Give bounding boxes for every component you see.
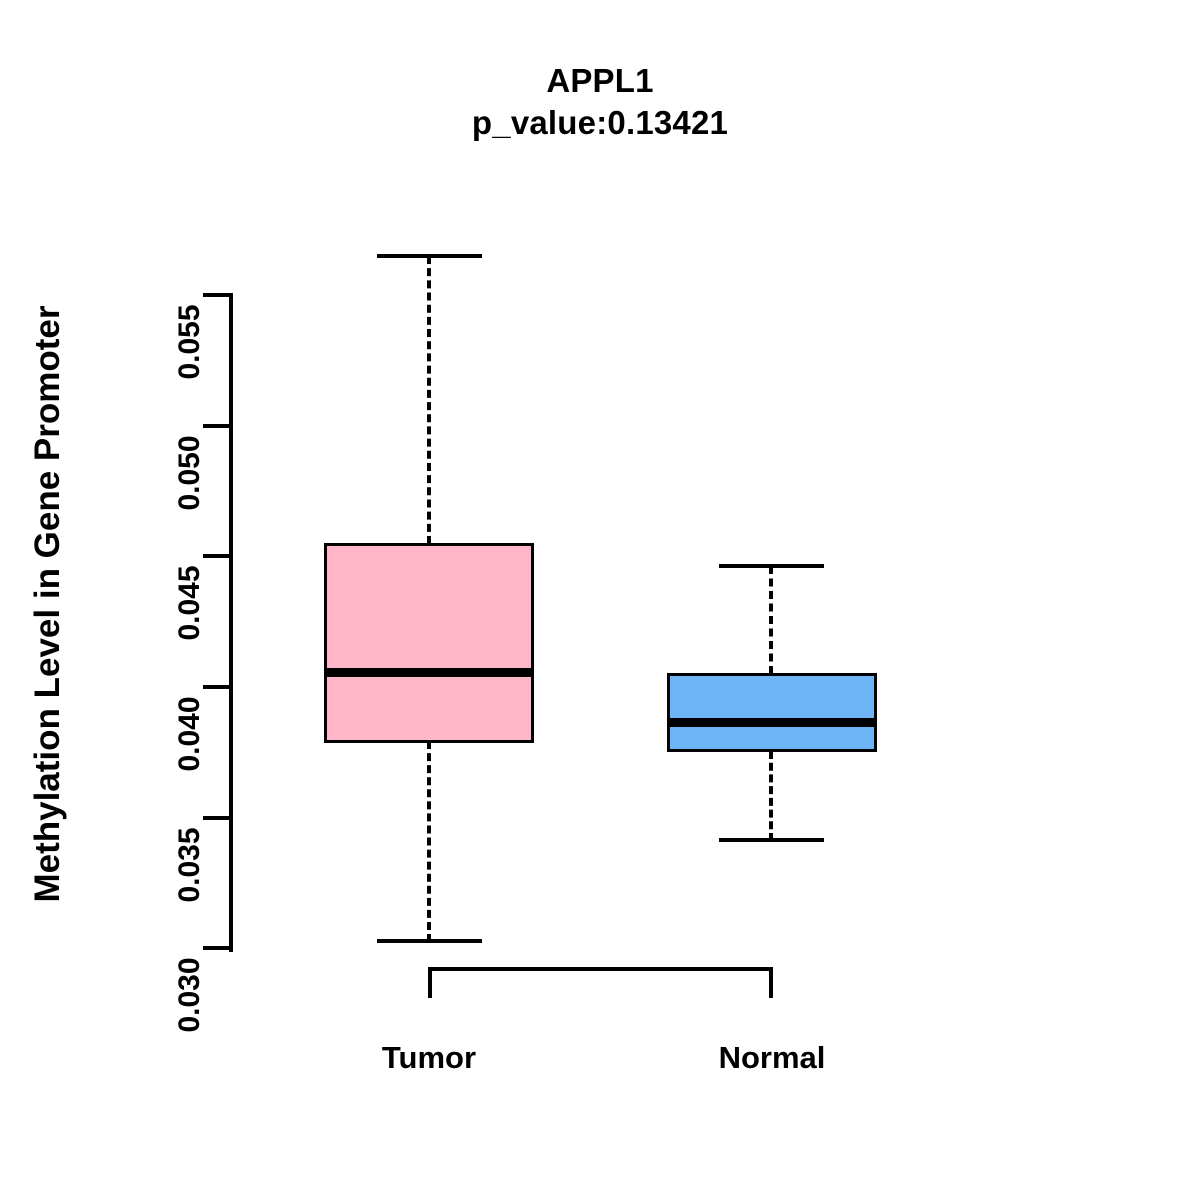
x-axis-end-tick-left	[428, 967, 432, 998]
normal-box	[667, 673, 877, 752]
y-tick-0.045	[203, 554, 233, 558]
chart-title: APPL1	[546, 62, 654, 99]
y-axis-title: Methylation Level in Gene Promoter	[28, 305, 67, 903]
y-tick-label-0.050: 0.050	[173, 435, 206, 511]
normal-whisker-lower	[769, 751, 773, 841]
y-axis-line	[229, 293, 233, 952]
tumor-median-line	[324, 668, 534, 677]
y-tick-0.050	[203, 424, 233, 428]
normal-whisker-cap-upper	[719, 564, 824, 568]
tumor-box	[324, 543, 534, 743]
y-tick-label-0.030: 0.030	[173, 957, 206, 1033]
y-tick-label-0.045: 0.045	[173, 565, 206, 641]
y-tick-0.030	[203, 946, 233, 950]
normal-whisker-cap-lower	[719, 838, 824, 842]
x-tick-label-normal: Normal	[718, 1040, 826, 1075]
y-tick-label-0.055: 0.055	[173, 304, 206, 380]
tumor-whisker-lower	[427, 741, 431, 942]
y-tick-label-0.035: 0.035	[173, 827, 206, 903]
y-tick-0.035	[203, 816, 233, 820]
chart-title-block: APPL1 p_value:0.13421	[0, 60, 1200, 144]
tumor-whisker-cap-lower	[377, 939, 482, 943]
x-tick-label-tumor: Tumor	[381, 1040, 477, 1075]
y-tick-0.040	[203, 685, 233, 689]
normal-median-line	[667, 718, 877, 727]
chart-subtitle-pvalue: p_value:0.13421	[471, 104, 729, 142]
x-axis-end-tick-right	[769, 967, 773, 998]
y-tick-0.055	[203, 293, 233, 297]
tumor-whisker-cap-upper	[377, 254, 482, 258]
x-axis-line	[428, 967, 773, 971]
y-tick-label-0.040: 0.040	[173, 696, 206, 772]
normal-whisker-upper	[769, 566, 773, 674]
tumor-whisker-upper	[427, 256, 431, 544]
